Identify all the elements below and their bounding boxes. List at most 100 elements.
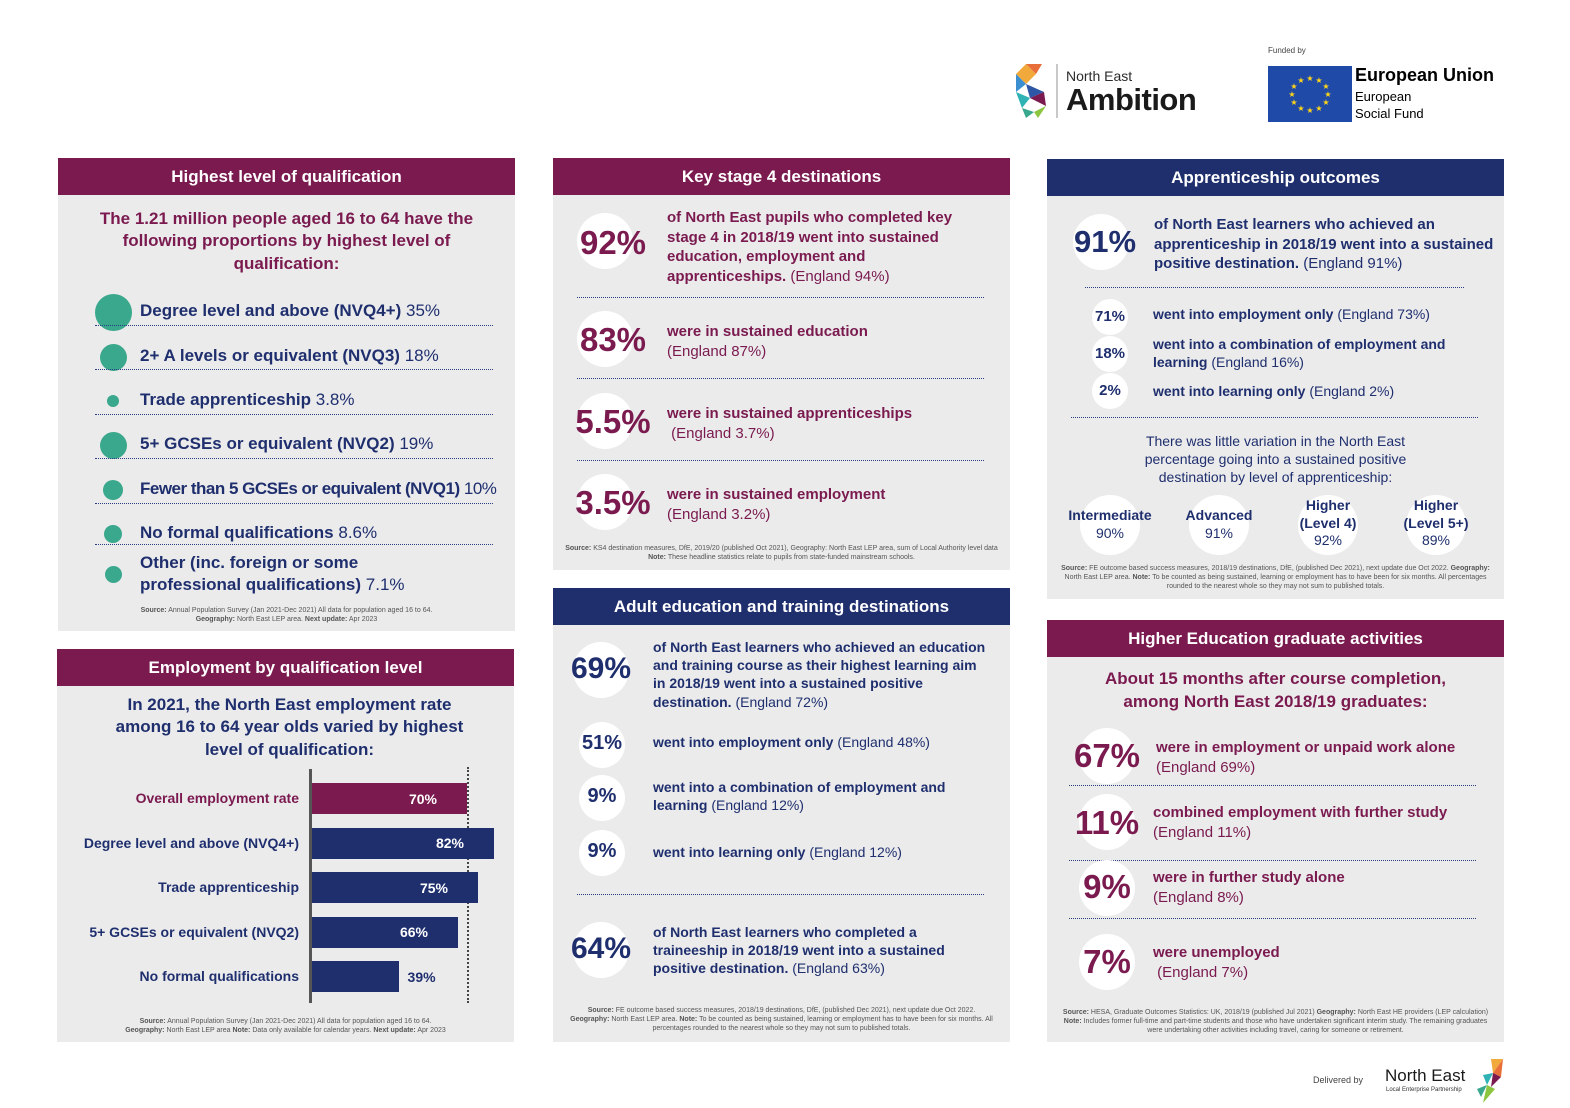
chart-bar: 70% — [312, 783, 467, 814]
chart-bar-value: 75% — [419, 879, 448, 896]
ambition-mark-icon — [1016, 64, 1046, 118]
qualification-card: Highest level of qualification The 1.21 … — [58, 158, 515, 631]
adult-pct-2: 9% — [587, 840, 617, 862]
adult-pct-1: 9% — [587, 785, 617, 807]
svg-text:★: ★ — [1290, 98, 1297, 107]
svg-text:★: ★ — [1306, 106, 1313, 115]
appr-text-0: went into employment only (England 73%) — [1153, 306, 1430, 322]
ks4-text-2: were in sustained apprenticeships (Engla… — [667, 405, 913, 442]
chart-category-label: No formal qualifications — [139, 968, 299, 984]
svg-text:★: ★ — [1297, 76, 1304, 85]
qualification-item: Trade apprenticeship 3.8% — [140, 390, 355, 409]
ks4-card: Key stage 4 destinations 92% of North Ea… — [553, 158, 1010, 570]
svg-text:★: ★ — [1324, 90, 1331, 99]
qualification-dot — [99, 431, 127, 459]
ks4-pct-2: 5.5% — [575, 403, 651, 440]
chart-bar: 75% — [312, 872, 478, 903]
chart-bar-value: 82% — [435, 835, 464, 851]
qualification-dot — [107, 395, 119, 407]
appr-source: Source: FE outcome based success measure… — [1061, 565, 1490, 591]
he-source: Source: HESA, Graduate Outcomes Statisti… — [1062, 1009, 1489, 1035]
employment-intro: In 2021, the North East employment rate … — [115, 695, 464, 759]
appr-level-bubble — [1080, 495, 1140, 555]
lep-logo-name: North East — [1385, 1066, 1466, 1085]
eu-title: European Union — [1355, 65, 1494, 85]
apprenticeship-title: Apprenticeship outcomes — [1047, 159, 1504, 196]
eu-sub1: European — [1355, 89, 1412, 104]
funded-by-label: Funded by — [1268, 46, 1306, 55]
qualification-dot — [99, 343, 127, 371]
appr-level-bubble — [1189, 495, 1249, 555]
chart-bar-value: 39% — [407, 968, 436, 985]
adult-text-2: went into learning only (England 12%) — [653, 844, 902, 860]
chart-category-label: Degree level and above (NVQ4+) — [83, 834, 299, 851]
chart-category-label: Trade apprenticeship — [158, 879, 299, 895]
qualification-dot — [103, 480, 123, 500]
lep-logo-sub: Local Enterprise Partnership — [1386, 1087, 1462, 1093]
appr-pct-0: 71% — [1094, 308, 1126, 325]
adult-pct-0: 51% — [581, 732, 623, 754]
eu-flag: ★ ★ ★ ★ ★ ★ ★ ★ ★ ★ ★ ★ — [1268, 66, 1352, 122]
appr-level-bubble — [1298, 495, 1358, 555]
ambition-big-text: Ambition — [1066, 82, 1197, 117]
ks4-text-1: were in sustained education (England 87%) — [667, 323, 868, 360]
lep-mark-icon — [1477, 1059, 1503, 1103]
chart-bar: 39% — [312, 961, 462, 992]
qualification-dot — [104, 525, 122, 543]
chart-category-label: Overall employment rate — [135, 790, 299, 806]
appr-text-2: went into learning only (England 2%) — [1153, 383, 1395, 399]
qualification-item: 5+ GCSEs or equivalent (NVQ2) 19% — [140, 434, 434, 453]
employment-title: Employment by qualification level — [57, 649, 514, 686]
appr-text-1: went into a combination of employment an… — [1153, 336, 1446, 371]
he-title: Higher Education graduate activities — [1047, 620, 1504, 657]
he-pct-0: 67% — [1073, 737, 1141, 774]
he-pct-2: 9% — [1083, 868, 1131, 905]
chart-bar: 66% — [312, 916, 458, 948]
chart-axis-line — [309, 769, 312, 1003]
svg-text:★: ★ — [1288, 90, 1295, 99]
svg-text:★: ★ — [1290, 82, 1297, 91]
appr-level: Intermediate 90% — [1068, 507, 1152, 541]
employment-card: Employment by qualification level In 202… — [57, 649, 514, 1042]
chart-bar: 82% — [312, 827, 494, 859]
svg-text:★: ★ — [1315, 76, 1322, 85]
he-text-3: were unemployed (England 7%) — [1153, 944, 1280, 981]
ks4-pct-0: 92% — [579, 224, 647, 261]
employment-bar-chart: 70% Overall employment rate 82% Degree leve… — [57, 649, 514, 1042]
appr-pct-1: 18% — [1094, 345, 1126, 362]
he-pct-3: 7% — [1083, 943, 1131, 980]
eu-sub2: Social Fund — [1355, 106, 1424, 121]
he-text-2: were in further study alone (England 8%) — [1153, 869, 1345, 906]
ambition-small-text: North East — [1066, 68, 1133, 84]
he-text-1: combined employment with further study (E… — [1153, 804, 1448, 841]
qualification-dot — [94, 293, 132, 331]
ks4-text-3: were in sustained employment (England 3.2… — [667, 486, 886, 523]
adult-main-pct: 69% — [570, 652, 632, 685]
ks4-pct-3: 3.5% — [575, 484, 651, 521]
appr-level-bubble — [1406, 495, 1466, 555]
appr-main-text: of North East learners who achieved an a… — [1154, 216, 1494, 272]
ks4-title: Key stage 4 destinations — [553, 158, 1010, 195]
svg-text:★: ★ — [1306, 74, 1313, 83]
appr-level: Higher (Level 5+) 89% — [1403, 497, 1469, 548]
adult-text-0: went into employment only (England 48%) — [653, 734, 930, 750]
svg-text:★: ★ — [1322, 82, 1329, 91]
adult-text-1: went into a combination of employment an… — [653, 779, 946, 814]
appr-variation: There was little variation in the North … — [1144, 433, 1407, 486]
appr-level: Higher (Level 4) 92% — [1299, 497, 1357, 548]
adult-card: Adult education and training destination… — [553, 588, 1010, 1042]
adult-main-text: of North East learners who achieved an e… — [653, 639, 986, 710]
employment-source: Source: Annual Population Survey (Jan 20… — [125, 1018, 446, 1035]
north-east-ambition-logo: North East Ambition — [1016, 64, 1216, 120]
chart-bar-fill — [312, 961, 399, 992]
he-text-0: were in employment or unpaid work alone(… — [1156, 739, 1456, 776]
qualification-item: 2+ A levels or equivalent (NVQ3) 18% — [140, 346, 439, 365]
chart-bar-value: 70% — [408, 790, 437, 807]
qualification-item: Degree level and above (NVQ4+) 35% — [140, 301, 441, 320]
delivered-by-label: Delivered by — [1313, 1075, 1364, 1085]
qualification-item: Fewer than 5 GCSEs or equivalent (NVQ1) … — [140, 479, 497, 498]
apprenticeship-card: Apprenticeship outcomes 91% of North Eas… — [1047, 159, 1504, 599]
eu-stars-icon: ★ ★★★ ★★★★ ★★★★ — [1288, 74, 1331, 115]
svg-text:★: ★ — [1322, 98, 1329, 107]
chart-bar-value: 66% — [399, 924, 428, 940]
